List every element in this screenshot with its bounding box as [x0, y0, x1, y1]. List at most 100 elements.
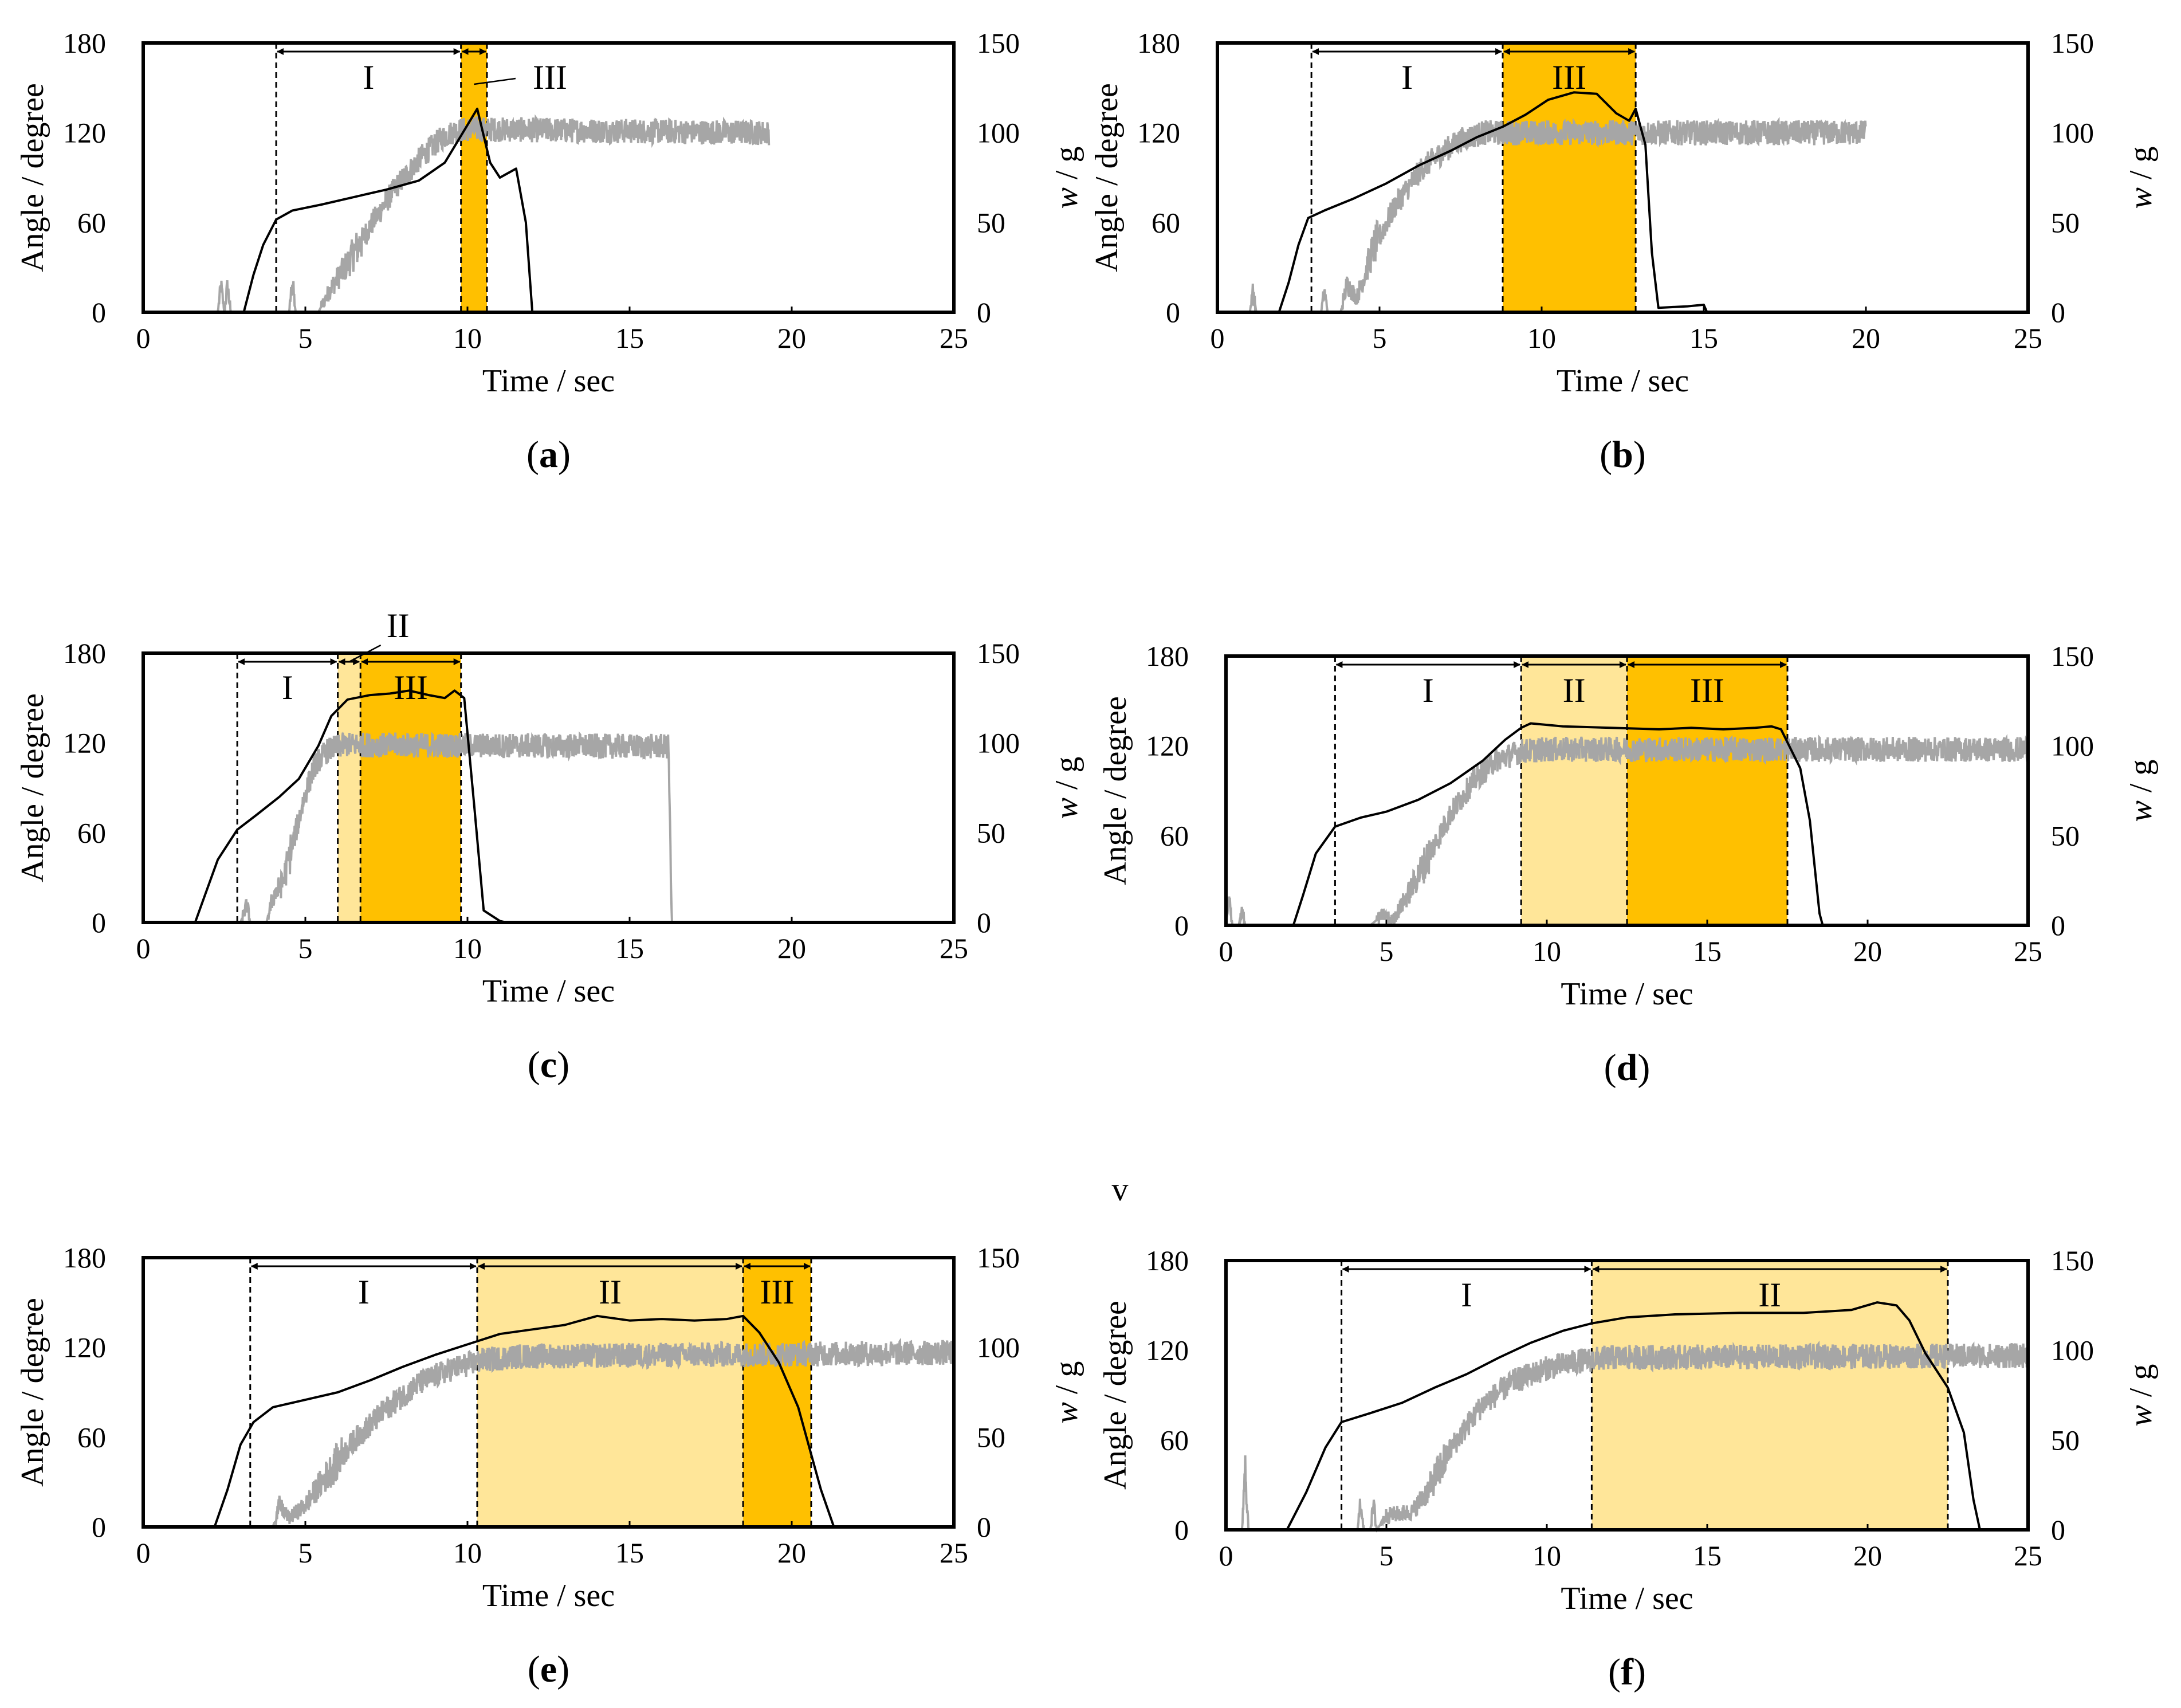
x-tick-label: 25: [940, 932, 968, 964]
y-left-tick-label: 180: [63, 1242, 106, 1274]
y-left-tick-label: 60: [1160, 1424, 1189, 1456]
x-tick-label: 5: [1380, 1540, 1394, 1572]
x-tick-label: 5: [1373, 322, 1387, 354]
y-right-axis-label: w / g: [1049, 147, 1084, 209]
phase-region-III: [743, 1258, 811, 1527]
x-tick-label: 25: [2014, 322, 2042, 354]
weight-series-line: [1226, 1340, 2029, 1533]
angle-series-line: [1217, 91, 2028, 313]
y-right-tick-label: 100: [2051, 117, 2094, 149]
x-tick-label: 0: [136, 932, 151, 964]
y-right-tick-label: 50: [2051, 1424, 2080, 1456]
y-right-tick-label: 0: [2051, 1514, 2065, 1546]
phase-label-III: III: [1690, 672, 1724, 709]
y-left-tick-label: 0: [1174, 1514, 1189, 1546]
phase-label-I: I: [1422, 672, 1434, 709]
y-left-axis-label: Angle / degree: [15, 83, 50, 272]
panel-label: (c): [528, 1044, 569, 1086]
x-tick-label: 25: [940, 1537, 968, 1569]
phase-region-II: [337, 653, 361, 922]
y-left-axis-label: Angle / degree: [1098, 696, 1133, 885]
phase-label-I: I: [1401, 58, 1413, 96]
x-tick-label: 10: [1532, 1540, 1561, 1572]
phase-label-II: II: [1758, 1276, 1781, 1314]
x-tick-label: 0: [1211, 322, 1225, 354]
y-right-axis-label: w / g: [2123, 147, 2159, 209]
y-right-tick-label: 0: [977, 296, 991, 328]
y-right-tick-label: 50: [977, 816, 1005, 849]
x-tick-label: 15: [615, 1537, 644, 1569]
y-right-tick-label: 50: [2051, 819, 2080, 851]
x-tick-label: 20: [1852, 322, 1880, 354]
phase-label-I: I: [282, 669, 293, 706]
x-tick-label: 5: [298, 1537, 313, 1569]
y-right-tick-label: 0: [977, 1511, 991, 1543]
phase-leader-line: [474, 77, 516, 85]
angle-series-line: [143, 107, 954, 313]
y-left-tick-label: 120: [1146, 730, 1189, 762]
x-axis-label: Time / sec: [482, 363, 615, 399]
x-tick-label: 10: [453, 932, 482, 964]
x-tick-label: 0: [136, 1537, 151, 1569]
y-right-tick-label: 150: [2051, 27, 2094, 59]
phase-label-II: II: [387, 607, 410, 645]
phase-region-II: [1521, 656, 1627, 925]
y-left-tick-label: 180: [1146, 1244, 1189, 1277]
y-right-axis-label: w / g: [1049, 1361, 1084, 1424]
x-axis-label: Time / sec: [1557, 363, 1689, 399]
x-tick-label: 10: [1532, 935, 1561, 967]
phase-region-III: [1627, 656, 1787, 925]
x-tick-label: 0: [1219, 935, 1233, 967]
phase-label-II: II: [599, 1273, 622, 1311]
y-right-tick-label: 100: [977, 117, 1020, 149]
angle-series-line: [1226, 1301, 2028, 1531]
x-axis-label: Time / sec: [482, 973, 615, 1009]
y-left-tick-label: 180: [1137, 27, 1180, 59]
y-right-tick-label: 50: [977, 206, 1005, 238]
phase-region-II: [477, 1258, 744, 1527]
y-left-tick-label: 60: [77, 1421, 106, 1453]
x-tick-label: 10: [453, 322, 482, 354]
y-left-tick-label: 120: [63, 1332, 106, 1364]
x-tick-label: 25: [2014, 935, 2042, 967]
y-left-tick-label: 60: [1160, 819, 1189, 851]
y-left-tick-label: 120: [63, 727, 106, 759]
y-left-tick-label: 60: [77, 816, 106, 849]
x-tick-label: 15: [1693, 935, 1722, 967]
phase-region-III: [461, 43, 487, 312]
panel-label: (b): [1600, 434, 1646, 476]
y-left-tick-label: 120: [1137, 117, 1180, 149]
y-left-axis-label: Angle / degree: [15, 1298, 50, 1487]
panel-label: (a): [526, 434, 571, 476]
phase-label-I: I: [1461, 1276, 1472, 1314]
phase-label-I: I: [363, 58, 374, 96]
y-left-tick-label: 0: [92, 906, 106, 939]
weight-series-line: [1217, 116, 1867, 313]
y-right-tick-label: 0: [2051, 909, 2065, 941]
plot-frame: [142, 651, 956, 924]
plot-frame: [1224, 654, 2030, 927]
x-axis-label: Time / sec: [482, 1578, 615, 1613]
x-tick-label: 25: [2014, 1540, 2042, 1572]
phase-label-I: I: [358, 1273, 370, 1311]
y-right-tick-label: 100: [977, 727, 1020, 759]
panel-label: (f): [1608, 1651, 1646, 1693]
y-left-tick-label: 0: [1166, 296, 1180, 328]
y-right-tick-label: 0: [2051, 296, 2065, 328]
y-right-axis-label: w / g: [2123, 1364, 2159, 1427]
x-tick-label: 15: [615, 322, 644, 354]
weight-series-line: [143, 114, 771, 315]
y-right-tick-label: 150: [2051, 640, 2094, 672]
angle-series-line: [143, 1314, 954, 1528]
plot-frame: [142, 41, 956, 314]
x-tick-label: 10: [453, 1537, 482, 1569]
phase-label-III: III: [1552, 58, 1586, 96]
x-tick-label: 5: [298, 932, 313, 964]
phase-label-III: III: [394, 669, 428, 706]
x-tick-label: 20: [777, 1537, 806, 1569]
phase-label-II: II: [1563, 672, 1586, 709]
